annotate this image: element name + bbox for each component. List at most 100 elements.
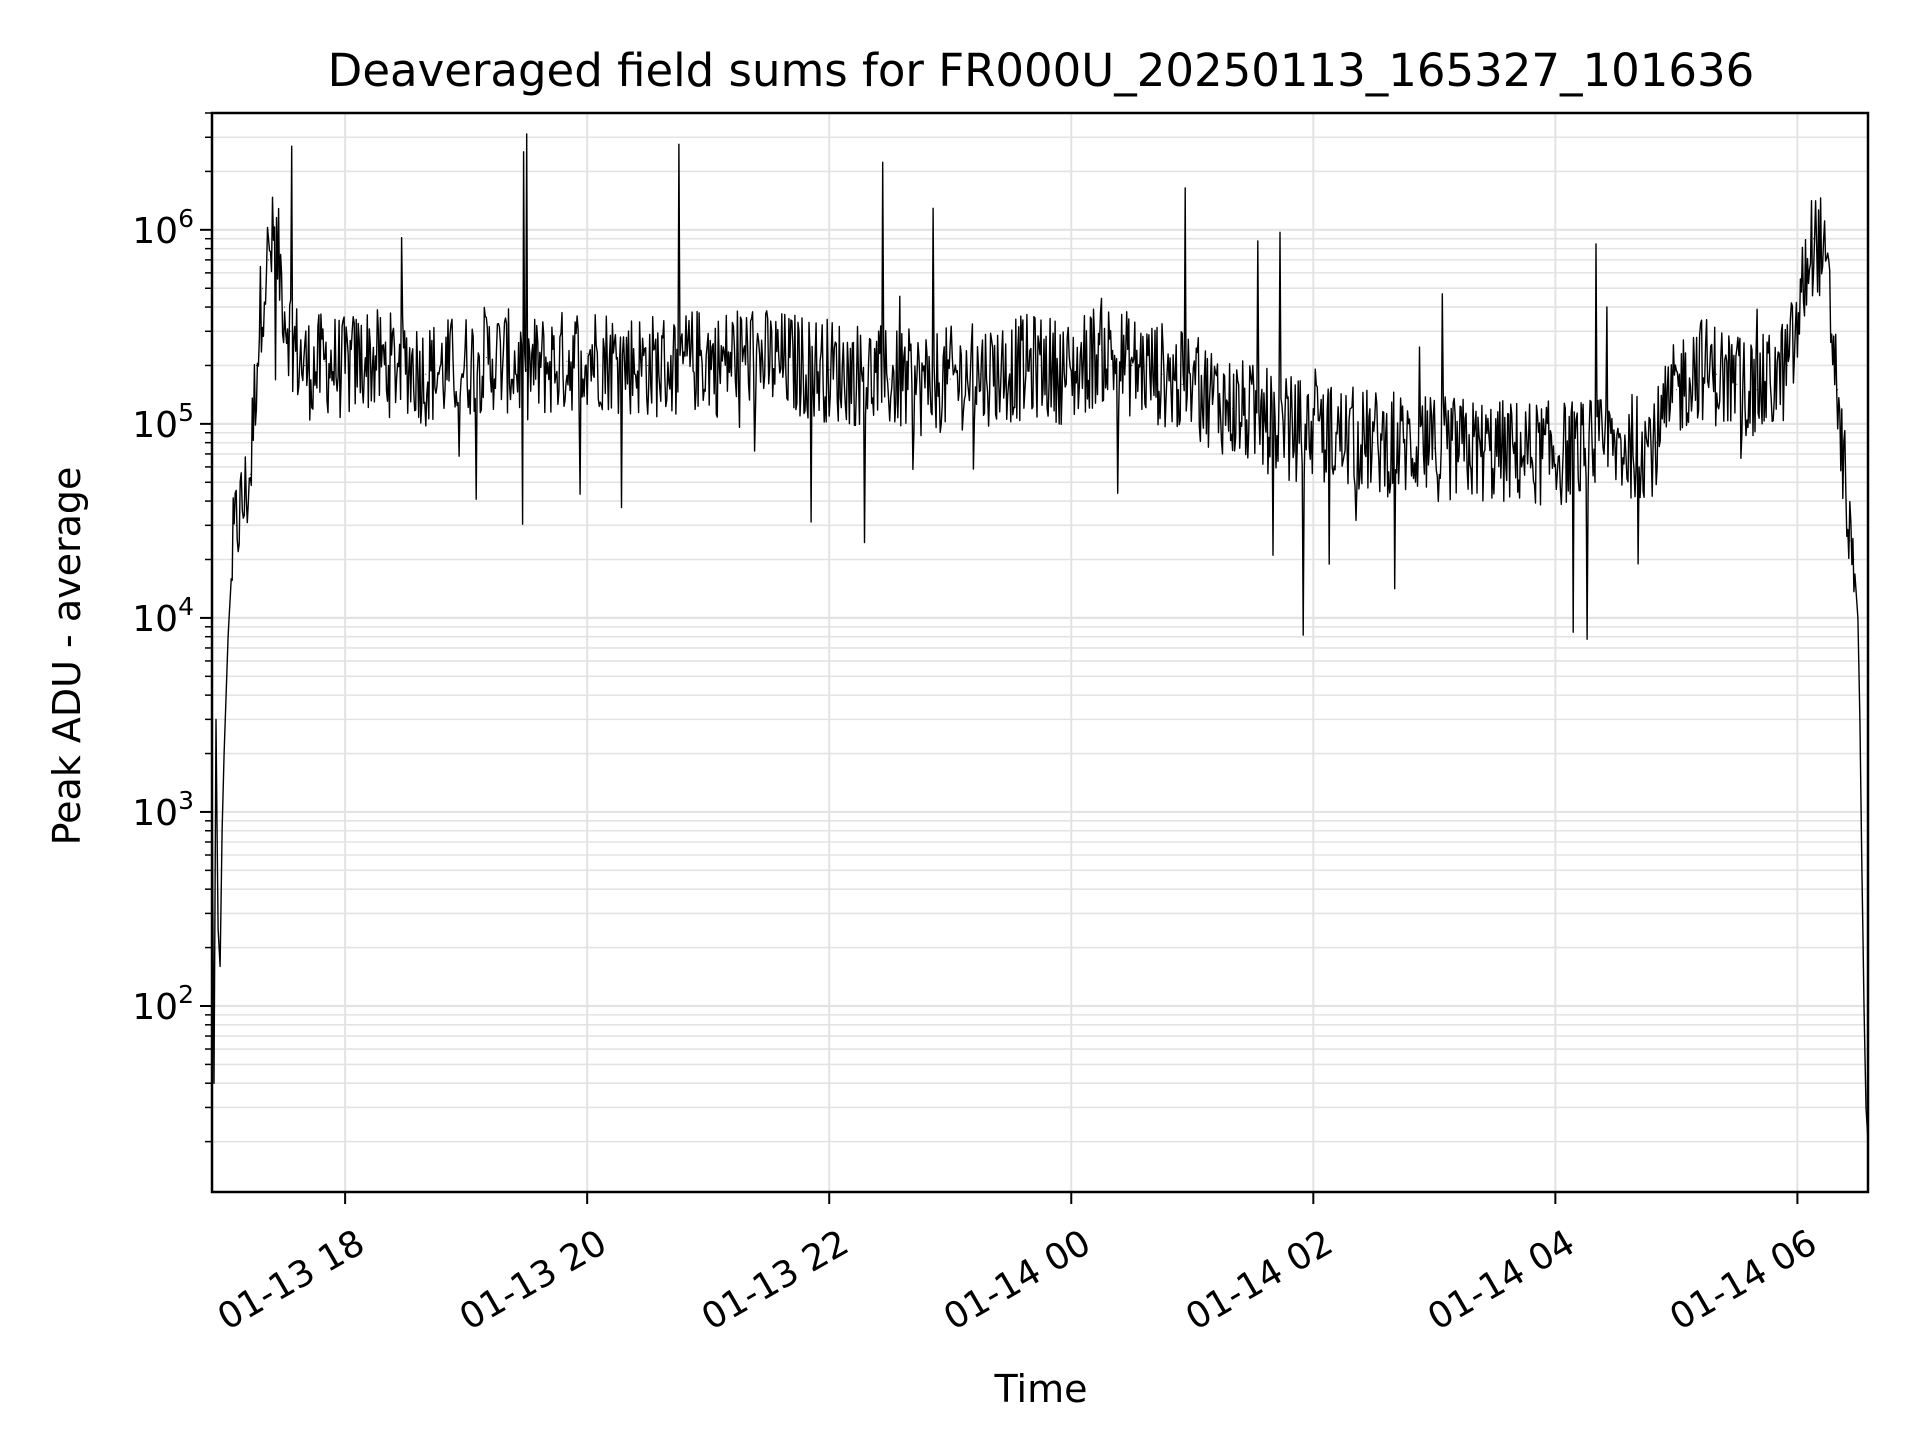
data-point [485,356,487,358]
data-point [223,753,225,754]
y-tick-label: 106 [132,204,194,252]
grid [212,112,1868,1192]
data-point [274,238,275,240]
data-point [506,360,507,362]
data-point [235,524,237,526]
data-point [255,365,257,366]
y-tick-label: 104 [132,592,194,640]
data-point [1756,389,1758,391]
data-point [1010,369,1012,371]
data-point [221,830,223,832]
data-point [1615,447,1617,449]
data-point [1040,365,1042,366]
data-point [1272,423,1274,425]
data-point [1101,349,1102,351]
data-point [798,365,800,366]
data-point [227,636,229,638]
data-point [1312,432,1314,434]
data-point [546,365,548,366]
data-point [616,360,618,362]
data-point [385,365,386,366]
data-point [364,356,366,358]
y-tick-label: 103 [132,786,194,834]
data-point [1554,453,1556,455]
data-point [231,559,233,560]
data-point [980,373,981,375]
data-point [1716,373,1718,375]
data-point [717,365,719,366]
data-point [1865,1107,1867,1108]
data-point [677,365,679,366]
y-tick-label: 105 [132,398,194,446]
data-point [1655,442,1657,444]
data-point [465,365,467,366]
data-point [344,369,346,371]
data-point [526,369,528,371]
data-point [1805,272,1806,274]
data-point [1494,451,1496,452]
data-point [405,360,407,362]
data-point [261,287,263,289]
data-point [859,373,860,375]
data-point [1843,481,1845,483]
data-point [1161,373,1163,375]
data-point [324,360,326,362]
data-point [268,259,269,261]
data-point [213,1082,215,1084]
data-point [707,356,709,358]
data-point [1776,378,1778,380]
data-point [1859,718,1861,720]
y-axis: 102 103 104 105 106 [132,112,212,1143]
y-tick-label: 102 [132,980,194,1028]
data-point [919,383,921,385]
data-point [314,369,316,371]
series-layer [211,133,1869,1143]
y-axis-label: Peak ADU - average [45,467,89,846]
data-point [296,353,298,355]
data-point [1849,540,1851,542]
data-point [738,353,739,355]
data-point [1212,395,1213,396]
data-point [768,360,770,362]
data-point [566,360,568,362]
chart-title: Deaveraged field sums for FR000U_2025011… [328,44,1755,97]
data-point [1131,365,1133,366]
data-point [647,365,649,366]
data-point [1373,442,1375,444]
data-point [1696,365,1698,366]
plot-frame [210,111,1870,1194]
data-point [219,965,221,967]
data-point [1796,330,1798,332]
data-point [1232,408,1234,409]
data-point [889,378,891,380]
data-point [425,373,427,375]
data-point [239,511,241,513]
data-point [304,365,306,366]
data-point [334,365,336,366]
data-point [243,500,245,502]
data-point [1736,383,1738,385]
data-point [1786,365,1788,366]
data-point [586,353,588,355]
data-point [828,369,830,371]
data-point [1821,248,1823,250]
data-point [445,369,447,371]
data-point [1837,389,1839,391]
data-point [1675,389,1677,391]
data-point [1070,373,1072,375]
data-point [1090,356,1092,358]
data-point [217,928,219,930]
data-point [1863,1005,1865,1007]
data-point [1181,383,1183,385]
data-point [284,306,286,308]
data-point [280,272,282,274]
data-point [1857,617,1859,619]
x-axis-label: Time [994,1367,1088,1411]
data-point [1433,447,1435,449]
data-point [215,718,217,720]
data-point [1813,238,1814,240]
data-point [290,330,292,332]
data-point [1853,559,1855,560]
data-point [949,378,951,380]
